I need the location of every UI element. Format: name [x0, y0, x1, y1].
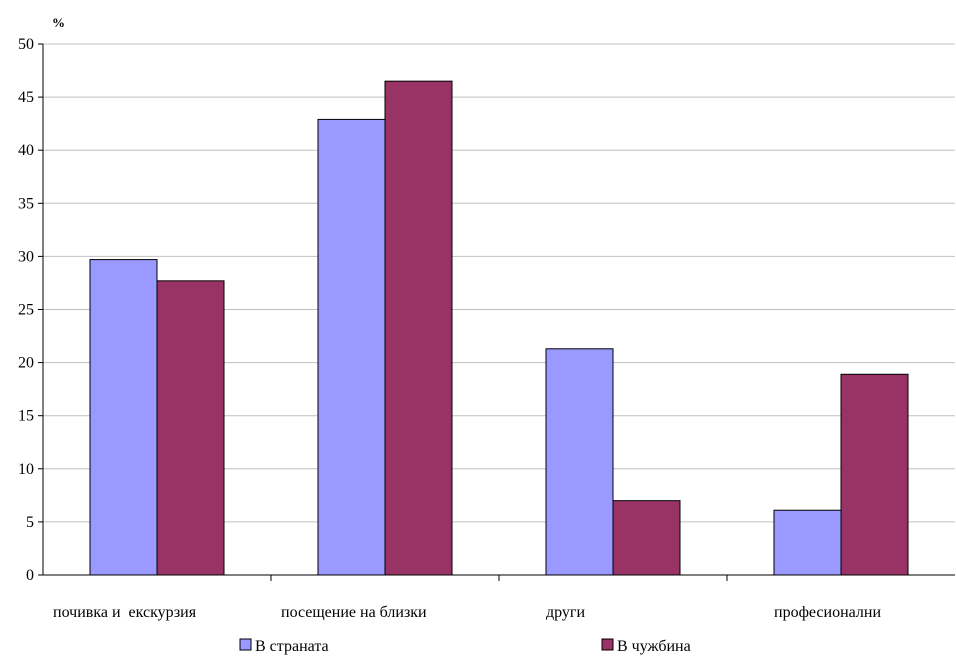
x-category-label: други	[546, 604, 585, 621]
y-tick-label: 10	[18, 461, 34, 478]
y-tick-label: 15	[18, 408, 34, 425]
y-tick-label: 35	[18, 195, 34, 212]
x-category-label: професионални	[774, 604, 881, 621]
legend: В страната В чужбина	[239, 638, 691, 655]
y-tick-labels: 0 5 10 15 20 25 30 35 40 45 50	[18, 36, 34, 584]
y-tick-label: 40	[18, 142, 34, 159]
x-category-label: посещение на близки	[281, 604, 427, 621]
axes	[38, 43, 955, 581]
bar-series-2	[156, 280, 225, 576]
legend-label: В страната	[255, 638, 329, 655]
y-tick-label: 5	[26, 514, 34, 531]
bar-series-2	[840, 373, 909, 576]
bar-series-2	[612, 500, 681, 576]
x-category-labels: почивка и екскурзия посещение на близки др…	[53, 604, 881, 621]
y-tick-label: 0	[26, 567, 34, 584]
y-tick-label: 45	[18, 89, 34, 106]
bars	[89, 80, 909, 576]
y-tick-label: 50	[18, 36, 34, 53]
bar-series-1	[545, 348, 614, 576]
bar-series-2	[384, 80, 453, 576]
y-tick-label: 30	[18, 248, 34, 265]
legend-swatch	[239, 638, 252, 651]
y-tick-label: 25	[18, 302, 34, 319]
x-category-label: почивка и екскурзия	[53, 604, 197, 621]
bar-series-1	[89, 259, 158, 576]
y-tick-label: 20	[18, 355, 34, 372]
legend-label: В чужбина	[617, 638, 691, 655]
legend-swatch	[601, 638, 614, 651]
y-unit-label: %	[52, 15, 65, 30]
bar-series-1	[317, 118, 386, 576]
bar-series-1	[773, 509, 842, 576]
